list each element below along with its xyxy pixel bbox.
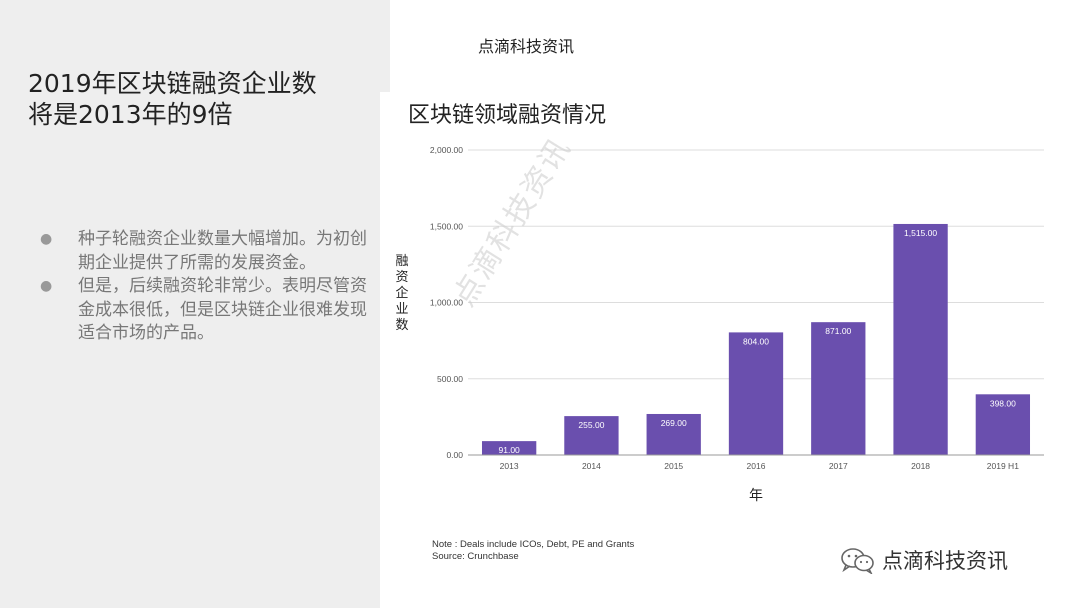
x-tick-label: 2018 — [911, 461, 930, 471]
data-label: 804.00 — [743, 336, 769, 346]
source-line: Source: Crunchbase — [432, 551, 519, 562]
footer-brand-text: 点滴科技资讯 — [882, 549, 1008, 573]
x-tick-label: 2014 — [582, 461, 601, 471]
slide-title-line-2: 将是2013年的9倍 — [28, 100, 233, 129]
bullet-item: ● 但是，后续融资轮非常少。表明尽管资金成本很低，但是区块链企业很难发现适合市场… — [40, 275, 370, 346]
brand-header: 点滴科技资讯 — [478, 37, 575, 56]
bar-chart: 0.00 500.00 1,000.00 1,500.00 2,000.00 91.00 2… — [395, 145, 1044, 504]
y-axis-label: 融资企业数 — [395, 254, 408, 333]
bar — [728, 332, 784, 455]
left-panel-extension — [380, 0, 390, 92]
slide-title: 2019年区块链融资企业数 将是2013年的9倍 — [28, 68, 368, 130]
bullet-text: 种子轮融资企业数量大幅增加。为初创期企业提供了所需的发展资金。 — [78, 229, 367, 273]
y-tick-label: 1,500.00 — [430, 221, 463, 231]
y-tick-label: 0.00 — [446, 450, 463, 460]
y-tick-label: 1,000.00 — [430, 298, 463, 308]
data-label: 91.00 — [499, 445, 521, 455]
footer-brand: 点滴科技资讯 — [840, 545, 1008, 575]
x-tick-label: 2016 — [747, 461, 766, 471]
x-tick-label: 2015 — [664, 461, 683, 471]
left-panel — [0, 0, 380, 608]
x-tick-label: 2019 H1 — [987, 461, 1019, 471]
y-tick-label: 500.00 — [437, 374, 463, 384]
chart-note: Note : Deals include ICOs, Debt, PE and … — [432, 539, 634, 563]
bullet-text: 但是，后续融资轮非常少。表明尽管资金成本很低，但是区块链企业很难发现适合市场的产… — [78, 276, 367, 343]
data-label: 269.00 — [661, 418, 687, 428]
bullet-dot-icon: ● — [40, 278, 53, 294]
y-tick-label: 2,000.00 — [430, 145, 463, 155]
data-label: 255.00 — [578, 420, 604, 430]
bar — [811, 322, 866, 455]
x-axis-label: 年 — [749, 488, 763, 504]
slide-title-line-1: 2019年区块链融资企业数 — [28, 69, 317, 98]
bullet-list: ● 种子轮融资企业数量大幅增加。为初创期企业提供了所需的发展资金。 ● 但是，后… — [40, 228, 370, 346]
bar — [975, 394, 1031, 455]
bar — [646, 413, 701, 455]
x-tick-label: 2013 — [500, 461, 519, 471]
data-label: 871.00 — [825, 326, 851, 336]
bar — [481, 441, 537, 455]
chart-title: 区块链领域融资情况 — [408, 103, 607, 128]
bar — [893, 223, 948, 455]
bar — [564, 416, 619, 455]
data-label: 1,515.00 — [904, 228, 937, 238]
note-line: Note : Deals include ICOs, Debt, PE and … — [432, 539, 635, 550]
data-label: 398.00 — [990, 398, 1016, 408]
bullet-dot-icon: ● — [40, 231, 53, 247]
bullet-item: ● 种子轮融资企业数量大幅增加。为初创期企业提供了所需的发展资金。 — [40, 228, 370, 275]
x-tick-label: 2017 — [829, 461, 848, 471]
wechat-icon — [841, 548, 874, 574]
